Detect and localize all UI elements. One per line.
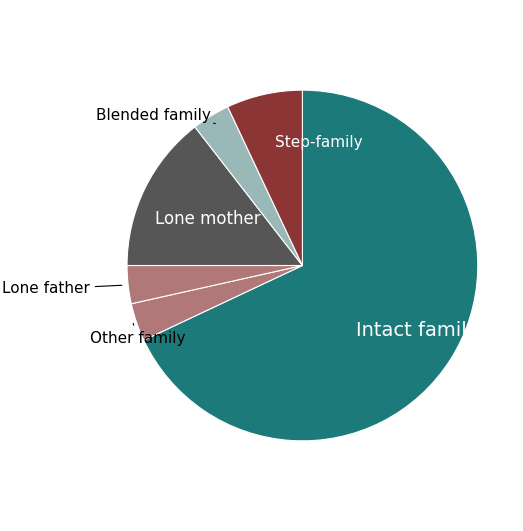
Wedge shape xyxy=(195,107,302,266)
Wedge shape xyxy=(228,90,302,266)
Text: Blended family: Blended family xyxy=(96,108,215,124)
Text: Lone father: Lone father xyxy=(2,281,122,296)
Wedge shape xyxy=(127,127,302,266)
Wedge shape xyxy=(127,266,302,304)
Wedge shape xyxy=(144,90,478,441)
Text: Step-family: Step-family xyxy=(275,135,362,150)
Wedge shape xyxy=(131,266,302,340)
Text: Intact family: Intact family xyxy=(357,321,479,340)
Text: Lone mother: Lone mother xyxy=(155,210,261,228)
Text: Other family: Other family xyxy=(90,323,186,346)
